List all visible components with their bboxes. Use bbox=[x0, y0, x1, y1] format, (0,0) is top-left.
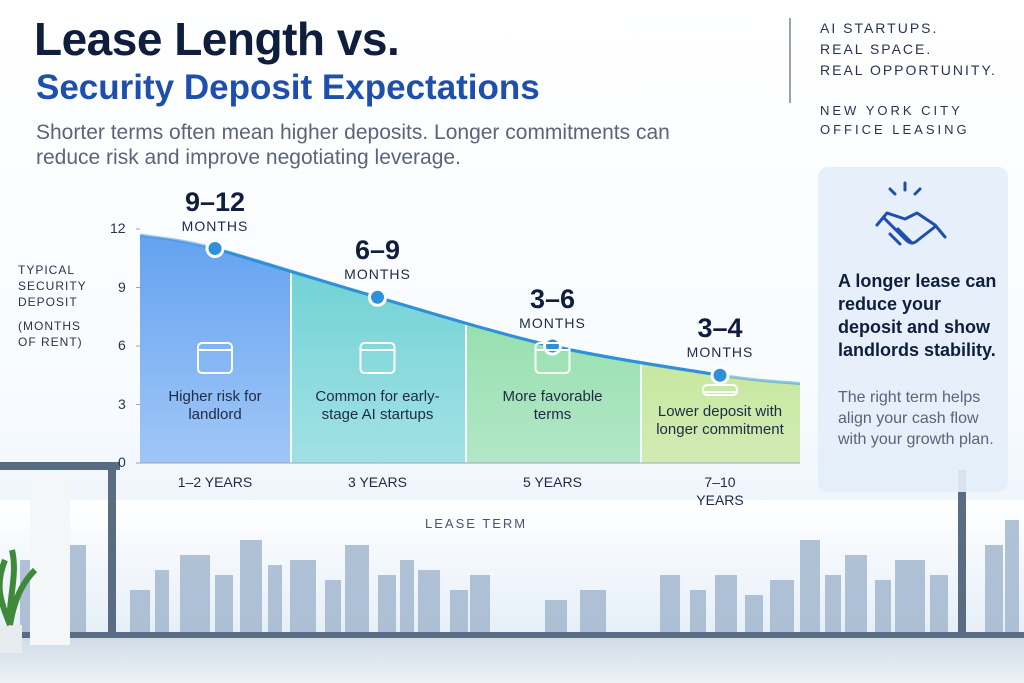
y-tick-label: 3 bbox=[118, 395, 126, 412]
window-frame bbox=[0, 462, 1024, 638]
annotation-range: 9–12 bbox=[184, 186, 246, 217]
annotation-unit: MONTHS bbox=[344, 266, 411, 283]
area-segment bbox=[642, 363, 800, 463]
column bbox=[30, 475, 70, 645]
calendar-icon bbox=[534, 342, 571, 374]
segment-note: Lower deposit with longer commitment bbox=[656, 403, 784, 438]
y-tick-label: 9 bbox=[118, 278, 126, 295]
description: Shorter terms often mean higher deposits… bbox=[36, 121, 670, 169]
y-tick-label: 0 bbox=[118, 454, 126, 470]
area-segment bbox=[467, 323, 640, 463]
annotation-unit: MONTHS bbox=[519, 315, 586, 331]
card-body: The right term helps align your cash flo… bbox=[838, 389, 994, 448]
y-axis-label: TYPICAL SECURITY DEPOSIT bbox=[18, 263, 87, 309]
data-point bbox=[543, 336, 562, 356]
tagline: AI STARTUPS. bbox=[820, 20, 939, 36]
annotation-range: 3–4 bbox=[697, 313, 743, 344]
x-tick-label: 5 YEARS bbox=[523, 474, 582, 490]
annotation-range: 6–9 bbox=[354, 235, 401, 266]
y-axis-unit: (MONTHS OF RENT) bbox=[18, 319, 83, 349]
area-segment bbox=[292, 271, 465, 463]
x-tick-label: 1–2 YEARS bbox=[177, 474, 253, 490]
card-headline: A longer lease can reduce your deposit a… bbox=[838, 271, 997, 360]
title: Lease Length vs. bbox=[34, 13, 400, 65]
location: NEW YORK CITY OFFICE LEASING bbox=[820, 103, 970, 137]
calendar-icon bbox=[702, 384, 738, 396]
y-tick-label: 12 bbox=[110, 220, 126, 236]
y-tick-label: 6 bbox=[118, 337, 126, 353]
data-point bbox=[710, 365, 730, 385]
calendar-icon bbox=[197, 342, 233, 374]
annotation-range: 3–6 bbox=[529, 284, 576, 314]
subtitle: Security Deposit Expectations bbox=[36, 68, 540, 107]
data-point bbox=[368, 287, 387, 307]
tagline: REAL OPPORTUNITY. bbox=[820, 62, 997, 78]
calendar-icon bbox=[359, 342, 396, 374]
plant bbox=[0, 549, 38, 653]
x-axis-label: LEASE TERM bbox=[425, 516, 528, 531]
floor bbox=[0, 636, 1024, 683]
segment-note: More favorable terms bbox=[502, 388, 603, 423]
tagline: REAL SPACE. bbox=[820, 41, 933, 57]
x-tick-label: 3 YEARS bbox=[348, 474, 407, 490]
line bbox=[214, 247, 721, 377]
segment-note: Higher risk for landlord bbox=[168, 388, 262, 423]
segment-note: Common for early-stage AI startups bbox=[315, 388, 440, 423]
x-tick-label: 7–10 YEARS bbox=[696, 474, 744, 508]
annotation-unit: MONTHS bbox=[686, 344, 754, 361]
data-point bbox=[205, 239, 225, 258]
annotation-unit: MONTHS bbox=[181, 217, 249, 234]
